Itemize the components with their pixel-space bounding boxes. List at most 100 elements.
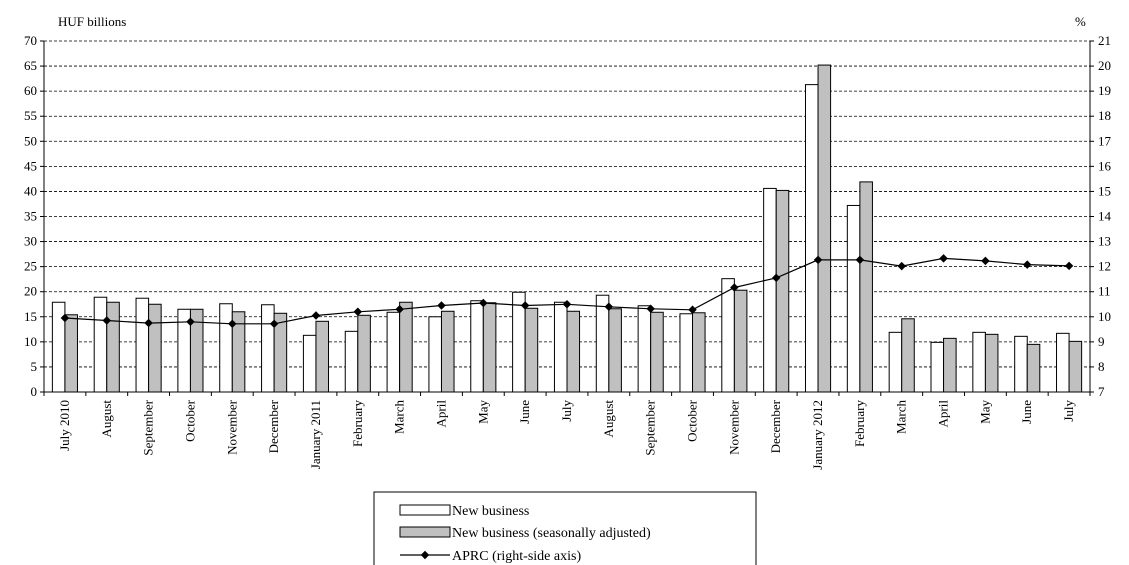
- bar-new-business-seasonally-adjusted: [775, 189, 790, 393]
- x-axis-category-label: April: [433, 400, 448, 428]
- axes: 0 5 10 15 20 25 30 35 40 45 50 55 60 65 70 7 8 9 10 11 12 13 1…: [24, 33, 1112, 470]
- x-axis-category-label: September: [643, 399, 658, 455]
- right-axis-tick-label: 8: [1098, 359, 1105, 374]
- left-axis-tick-label: 20: [24, 284, 37, 299]
- bar-new-business-seasonally-adjusted: [650, 311, 664, 393]
- legend-swatch-seasonally-adjusted: [399, 526, 451, 538]
- x-axis-category-label: August: [601, 400, 616, 438]
- bar-new-business: [679, 313, 694, 393]
- left-axis-tick-label: 50: [24, 133, 37, 148]
- left-axis-tick-label: 15: [24, 309, 37, 324]
- bar-new-business: [386, 311, 401, 393]
- bar-new-business: [428, 316, 442, 393]
- bar-new-business: [302, 334, 317, 393]
- x-axis-category-label: July: [1061, 400, 1076, 422]
- aprc-point: [60, 313, 70, 323]
- aprc-point: [395, 305, 404, 314]
- aprc-point: [228, 319, 237, 329]
- bar-new-business-seasonally-adjusted: [692, 312, 706, 393]
- right-axis-tick-label: 14: [1098, 209, 1112, 224]
- right-axis-tick-label: 13: [1098, 234, 1111, 249]
- bar-new-business-seasonally-adjusted: [524, 307, 539, 393]
- left-axis-tick-label: 0: [31, 384, 38, 399]
- aprc-point: [939, 254, 948, 263]
- right-axis-tick-label: 18: [1098, 108, 1111, 123]
- bar-new-business-seasonally-adjusted: [1026, 343, 1041, 393]
- left-axis-tick-label: 55: [24, 108, 37, 123]
- grid-lines: [44, 40, 1090, 368]
- aprc-point: [437, 301, 446, 310]
- x-axis-category-label: July 2010: [57, 400, 72, 451]
- bar-new-business-seasonally-adjusted: [1068, 340, 1083, 393]
- aprc-point: [688, 305, 697, 315]
- x-axis-category-label: March: [392, 400, 407, 434]
- bar-new-business-seasonally-adjusted: [106, 301, 120, 393]
- legend-label-aprc: APRC (right-side axis): [452, 549, 581, 564]
- left-axis-tick-label: 5: [31, 359, 38, 374]
- bar-new-business: [972, 331, 986, 393]
- right-axis-tick-label: 12: [1098, 259, 1111, 274]
- bar-new-business-seasonally-adjusted: [315, 320, 330, 393]
- x-axis-category-label: October: [685, 399, 700, 442]
- legend: New business New business (seasonally ad…: [373, 491, 757, 565]
- legend-swatch-new-business: [399, 504, 451, 516]
- left-axis-tick-label: 45: [24, 158, 37, 173]
- bar-new-business: [1014, 335, 1028, 393]
- aprc-point: [981, 256, 990, 266]
- left-axis-tick-label: 40: [24, 183, 37, 198]
- aprc-point: [562, 300, 572, 309]
- aprc-point: [520, 301, 530, 310]
- x-axis-category-label: January 2012: [810, 400, 825, 470]
- x-axis-category-label: May: [475, 400, 490, 424]
- x-axis-category-label: December: [266, 399, 281, 453]
- x-axis-category-label: January 2011: [308, 400, 323, 469]
- bar-new-business-seasonally-adjusted: [984, 333, 999, 393]
- aprc-point: [311, 311, 321, 320]
- aprc-line-layer: [60, 254, 1074, 329]
- left-axis-tick-label: 65: [24, 58, 37, 73]
- x-axis-category-label: October: [182, 399, 197, 442]
- x-axis-category-label: March: [894, 400, 909, 434]
- x-axis-category-label: July: [559, 400, 574, 422]
- aprc-point: [813, 255, 823, 265]
- right-axis-tick-label: 17: [1098, 133, 1112, 148]
- bar-new-business: [344, 330, 359, 393]
- bar-new-business: [595, 294, 610, 393]
- left-axis-tick-label: 70: [24, 33, 37, 48]
- aprc-point: [771, 273, 781, 283]
- aprc-point: [269, 319, 279, 329]
- bar-new-business-seasonally-adjusted: [608, 308, 622, 393]
- aprc-point: [479, 298, 488, 308]
- x-axis-category-label: May: [977, 400, 992, 424]
- bar-new-business-seasonally-adjusted: [733, 289, 748, 393]
- aprc-point: [1064, 261, 1074, 271]
- aprc-point: [855, 255, 865, 265]
- bar-new-business: [637, 305, 652, 393]
- left-axis-tick-label: 60: [24, 83, 37, 98]
- right-axis-tick-label: 20: [1098, 58, 1111, 73]
- x-axis-category-label: August: [99, 400, 114, 438]
- x-axis-category-label: September: [141, 399, 156, 455]
- bar-new-business-seasonally-adjusted: [148, 303, 162, 393]
- bar-new-business-seasonally-adjusted: [399, 301, 413, 393]
- x-axis-category-label: February: [852, 400, 867, 447]
- bar-new-business: [846, 204, 861, 393]
- bar-new-business-seasonally-adjusted: [859, 181, 873, 393]
- x-axis-category-label: February: [350, 400, 365, 447]
- bar-new-business: [93, 296, 108, 393]
- aprc-point: [144, 318, 153, 328]
- x-axis-category-label: June: [1019, 400, 1034, 424]
- right-axis-tick-label: 10: [1098, 309, 1111, 324]
- bar-new-business: [930, 341, 945, 393]
- right-axis-unit-label: %: [1075, 14, 1086, 29]
- bar-new-business-seasonally-adjusted: [440, 310, 455, 393]
- bar-new-business: [888, 331, 903, 393]
- bar-new-business: [219, 303, 233, 393]
- aprc-point: [186, 317, 195, 327]
- bar-new-business-seasonally-adjusted: [566, 310, 581, 393]
- bar-new-business: [261, 304, 275, 393]
- left-axis-tick-label: 35: [24, 209, 37, 224]
- aprc-point: [730, 283, 739, 292]
